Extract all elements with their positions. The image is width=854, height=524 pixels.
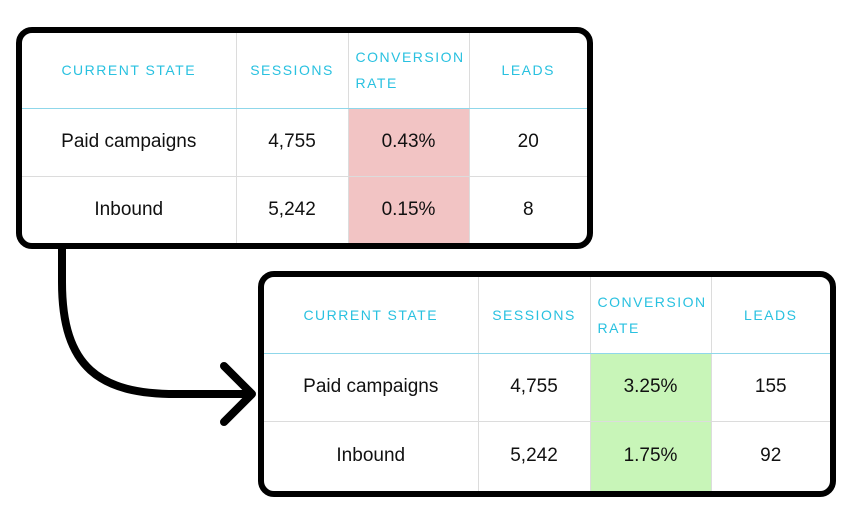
after-metrics-table: CURRENT STATE SESSIONS CONVERSION RATE L… (264, 277, 830, 491)
table-row: Inbound 5,242 1.75% 92 (264, 420, 830, 491)
header-sessions: SESSIONS (477, 277, 591, 354)
sessions-cell: 5,242 (235, 175, 349, 243)
table-row: Paid campaigns 4,755 0.43% 20 (22, 107, 587, 177)
before-metrics-table: CURRENT STATE SESSIONS CONVERSION RATE L… (22, 33, 587, 243)
header-current-state: CURRENT STATE (264, 277, 479, 354)
header-row: CURRENT STATE SESSIONS CONVERSION RATE L… (22, 33, 587, 109)
sessions-cell: 4,755 (235, 107, 349, 177)
channel-cell: Paid campaigns (264, 352, 479, 422)
channel-cell: Inbound (264, 420, 479, 491)
leads-cell: 92 (710, 420, 830, 491)
header-leads: LEADS (468, 33, 587, 109)
header-leads: LEADS (710, 277, 830, 354)
conversion-rate-cell: 1.75% (589, 420, 712, 491)
channel-cell: Paid campaigns (22, 107, 237, 177)
header-sessions: SESSIONS (235, 33, 349, 109)
leads-cell: 155 (710, 352, 830, 422)
header-conversion-rate: CONVERSION RATE (589, 277, 712, 354)
channel-cell: Inbound (22, 175, 237, 243)
before-table-panel: CURRENT STATE SESSIONS CONVERSION RATE L… (16, 27, 593, 249)
conversion-rate-cell: 0.15% (347, 175, 470, 243)
conversion-rate-cell: 0.43% (347, 107, 470, 177)
table-row: Paid campaigns 4,755 3.25% 155 (264, 352, 830, 422)
leads-cell: 20 (468, 107, 587, 177)
sessions-cell: 4,755 (477, 352, 591, 422)
after-table-panel: CURRENT STATE SESSIONS CONVERSION RATE L… (258, 271, 836, 497)
header-row: CURRENT STATE SESSIONS CONVERSION RATE L… (264, 277, 830, 354)
conversion-rate-cell: 3.25% (589, 352, 712, 422)
sessions-cell: 5,242 (477, 420, 591, 491)
arrow-head (220, 362, 256, 426)
arrow-shaft (58, 242, 248, 398)
header-conversion-rate: CONVERSION RATE (347, 33, 470, 109)
table-row: Inbound 5,242 0.15% 8 (22, 175, 587, 243)
leads-cell: 8 (468, 175, 587, 243)
header-current-state: CURRENT STATE (22, 33, 237, 109)
